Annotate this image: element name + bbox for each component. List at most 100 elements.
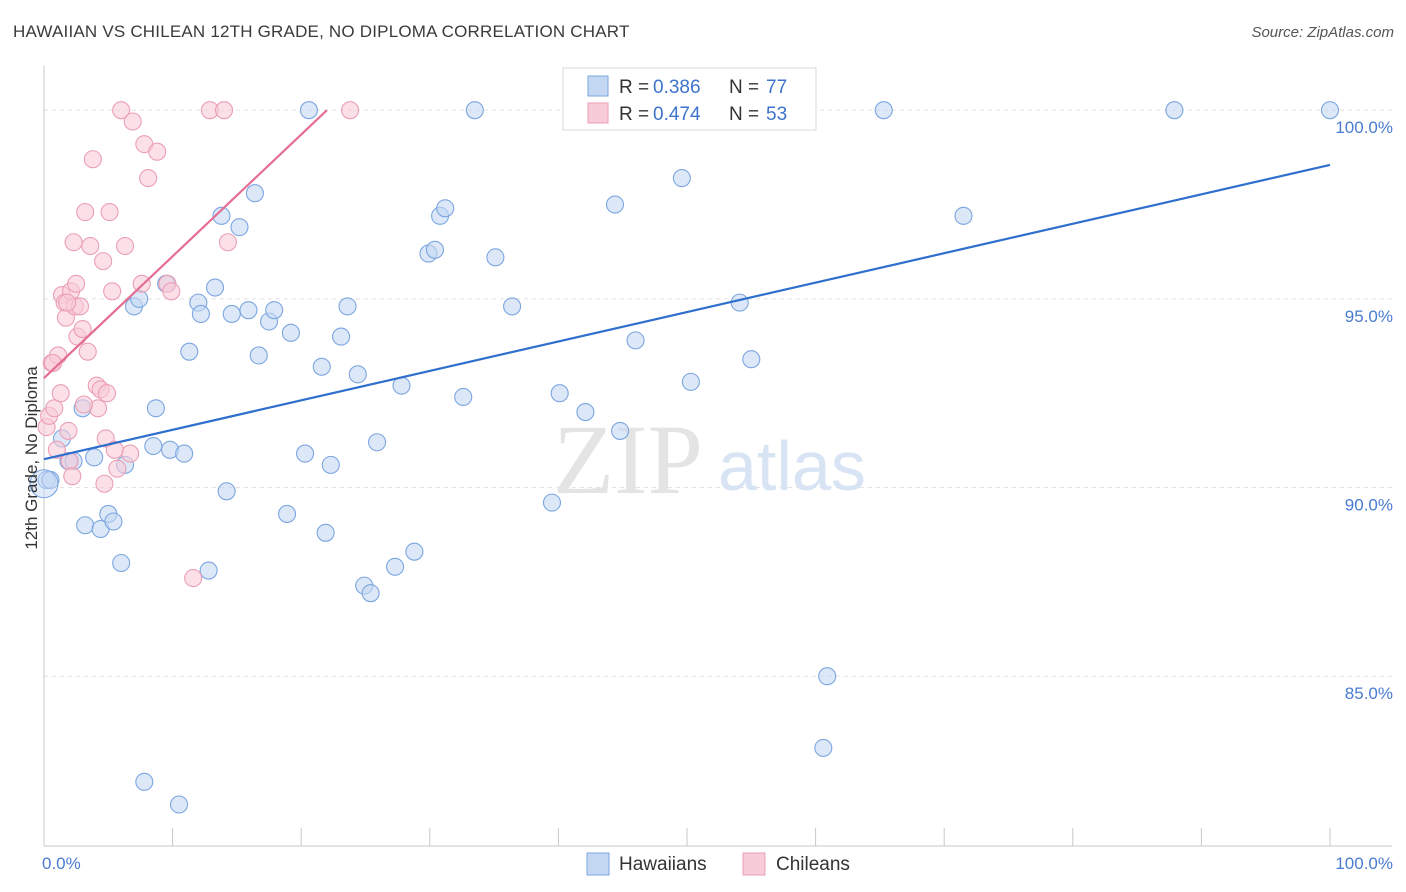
chileans-point xyxy=(95,474,114,493)
hawaiians-point xyxy=(144,436,163,456)
hawaiians-point xyxy=(205,278,225,297)
chileans-point xyxy=(59,421,78,440)
chileans-point xyxy=(341,101,360,120)
chileans-point xyxy=(73,319,92,339)
series-legend-label-hawaiians: Hawaiians xyxy=(619,854,707,875)
watermark-zip: ZIP xyxy=(553,404,703,515)
hawaiians-point xyxy=(550,384,569,403)
legend-r-label-hawaiians: R = xyxy=(619,77,649,98)
hawaiians-point xyxy=(361,584,380,603)
hawaiians-point xyxy=(212,206,231,225)
chileans-point xyxy=(218,233,237,252)
chileans-point xyxy=(78,342,97,361)
legend-swatch-hawaiians xyxy=(587,75,609,97)
hawaiians-point xyxy=(503,297,522,316)
legend-r-value-chileans: 0.474 xyxy=(653,104,701,125)
chileans-point xyxy=(81,236,100,256)
hawaiians-point xyxy=(222,304,241,324)
hawaiians-point xyxy=(191,304,210,324)
legend-r-label-chileans: R = xyxy=(619,104,649,125)
hawaiians-point xyxy=(296,444,315,463)
chileans-point xyxy=(108,459,127,478)
chileans-point xyxy=(63,467,82,486)
hawaiians-point xyxy=(605,195,625,214)
legend-n-value-chileans: 53 xyxy=(766,104,787,125)
hawaiians-point xyxy=(104,512,123,531)
data-points xyxy=(29,101,1340,814)
series-legend-label-chileans: Chileans xyxy=(776,854,850,875)
watermark-atlas: atlas xyxy=(718,427,866,505)
hawaiians-point xyxy=(338,297,357,316)
hawaiians-point xyxy=(425,240,444,259)
hawaiians-point xyxy=(626,331,645,350)
correlation-legend: R = 0.386 N = 77 R = 0.474 N = 53 xyxy=(562,67,817,131)
hawaiians-point xyxy=(245,184,264,203)
hawaiians-point xyxy=(321,455,340,474)
hawaiians-point xyxy=(730,293,749,312)
hawaiians-point xyxy=(299,101,318,120)
hawaiians-point xyxy=(1165,101,1184,120)
chart-title: HAWAIIAN VS CHILEAN 12TH GRADE, NO DIPLO… xyxy=(13,22,630,41)
chileans-point xyxy=(94,252,113,271)
legend-n-label-chileans: N = xyxy=(729,104,759,125)
chileans-point xyxy=(58,293,77,312)
hawaiians-point xyxy=(312,357,331,376)
chileans-point xyxy=(76,203,95,222)
hawaiians-point xyxy=(742,350,761,369)
hawaiians-point xyxy=(199,561,218,580)
hawaiians-point xyxy=(230,218,249,237)
hawaiians-point xyxy=(175,444,194,463)
chileans-point xyxy=(139,169,158,188)
source-credit: Source: ZipAtlas.com xyxy=(1251,24,1394,41)
axes xyxy=(43,66,1392,847)
hawaiians-point xyxy=(76,516,95,535)
y-tick-label-3: 100.0% xyxy=(1335,118,1393,137)
hawaiians-point xyxy=(436,199,455,218)
hawaiians-point xyxy=(135,772,154,791)
hawaiians-point xyxy=(681,372,700,391)
hawaiians-point xyxy=(465,101,484,120)
hawaiians-trend-line xyxy=(43,163,1331,461)
hawaiians-point xyxy=(576,403,595,422)
hawaiians-point xyxy=(1320,101,1340,120)
series-legend-swatch-chileans xyxy=(742,852,766,876)
hawaiians-point xyxy=(265,301,284,320)
chileans-point xyxy=(105,440,124,459)
chileans-point xyxy=(47,440,66,459)
hawaiians-point xyxy=(332,327,351,346)
y-axis-title: 12th Grade, No Diploma xyxy=(22,366,41,550)
series-legend-swatch-hawaiians xyxy=(586,852,610,876)
chileans-point xyxy=(103,282,122,301)
hawaiians-point xyxy=(281,323,300,342)
hawaiians-point xyxy=(146,399,165,418)
series-legend: Hawaiians Chileans xyxy=(586,852,850,876)
hawaiians-point xyxy=(611,421,630,440)
chileans-point xyxy=(184,569,203,588)
ticks: 85.0% 90.0% 95.0% 100.0% 0.0% 100.0% xyxy=(42,118,1393,873)
hawaiians-point xyxy=(249,346,268,365)
chileans-point xyxy=(74,395,93,414)
chileans-point xyxy=(67,274,86,293)
hawaiians-point xyxy=(386,557,405,576)
hawaiians-point xyxy=(316,523,335,542)
chileans-point xyxy=(115,236,135,256)
x-tick-label-min: 0.0% xyxy=(42,854,81,873)
chileans-trend-line xyxy=(43,109,328,379)
y-tick-label-2: 95.0% xyxy=(1345,307,1393,326)
hawaiians-point xyxy=(348,365,367,384)
hawaiians-point xyxy=(180,342,199,361)
hawaiians-point xyxy=(368,433,387,452)
hawaiians-point xyxy=(874,101,893,120)
chileans-point xyxy=(45,399,64,418)
chileans-point xyxy=(123,112,142,131)
hawaiians-point xyxy=(85,448,104,467)
legend-r-value-hawaiians: 0.386 xyxy=(653,77,701,98)
hawaiians-point xyxy=(405,542,424,561)
y-tick-label-0: 85.0% xyxy=(1345,684,1393,703)
chileans-point xyxy=(64,233,83,252)
chileans-point xyxy=(83,150,102,169)
hawaiians-point xyxy=(814,738,833,757)
hawaiians-point xyxy=(454,387,473,407)
hawaiians-point xyxy=(672,169,691,188)
hawaiians-point xyxy=(239,301,258,320)
